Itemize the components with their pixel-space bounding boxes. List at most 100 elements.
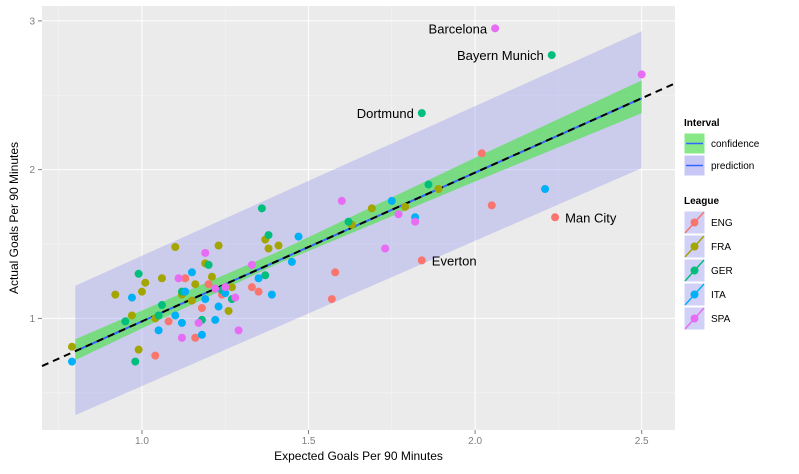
point-ita bbox=[387, 196, 396, 205]
legend-label-interval: confidence bbox=[711, 139, 760, 150]
point-fra bbox=[134, 345, 143, 354]
point-ger bbox=[344, 217, 353, 226]
point-spa bbox=[394, 210, 403, 219]
annotation-label: Barcelona bbox=[429, 21, 488, 36]
point-ita bbox=[267, 290, 276, 299]
annotations: Barcelona Bayern Munich Dortmund Man City Ev… bbox=[357, 21, 617, 268]
point-spa bbox=[194, 318, 203, 327]
point-fra bbox=[187, 296, 196, 305]
point-eng bbox=[247, 283, 256, 292]
point-eng bbox=[487, 201, 496, 210]
point-spa bbox=[231, 293, 240, 302]
legend-label-interval: prediction bbox=[711, 161, 754, 172]
legend: Interval confidence prediction League ENG FRA… bbox=[683, 118, 760, 331]
point-spa bbox=[637, 70, 646, 79]
point-ita bbox=[211, 315, 220, 324]
y-axis-title: Actual Goals Per 90 Minutes bbox=[7, 142, 21, 294]
legend-key-point bbox=[690, 314, 699, 323]
legend-label-league: SPA bbox=[711, 314, 731, 325]
point-ger bbox=[204, 260, 213, 269]
point-ger bbox=[547, 51, 556, 60]
point-fra bbox=[67, 342, 76, 351]
point-spa bbox=[337, 196, 346, 205]
data-points bbox=[67, 24, 646, 366]
reference-line bbox=[41, 82, 676, 367]
point-ita bbox=[187, 268, 196, 277]
legend-key-point bbox=[690, 266, 699, 275]
point-ita bbox=[127, 293, 136, 302]
point-fra bbox=[157, 274, 166, 283]
legend-label-league: GER bbox=[711, 266, 733, 277]
legend-title-interval: Interval bbox=[684, 118, 720, 129]
fit-lines bbox=[41, 82, 676, 367]
legend-key-point bbox=[690, 242, 699, 251]
point-spa bbox=[247, 260, 256, 269]
point-spa bbox=[221, 283, 230, 292]
point-fra bbox=[111, 290, 120, 299]
legend-title-league: League bbox=[684, 196, 719, 207]
point-eng bbox=[477, 149, 486, 158]
point-ita bbox=[197, 330, 206, 339]
x-tick-label: 2.5 bbox=[635, 436, 649, 447]
x-tick-label: 1.0 bbox=[135, 436, 149, 447]
point-eng bbox=[331, 268, 340, 277]
annotation-label: Everton bbox=[432, 253, 477, 268]
point-ger bbox=[121, 317, 130, 326]
legend-key-point bbox=[690, 290, 699, 299]
minor-grid bbox=[42, 6, 675, 430]
x-tick-label: 2.0 bbox=[468, 436, 482, 447]
point-ger bbox=[424, 180, 433, 189]
point-eng bbox=[551, 213, 560, 222]
point-eng bbox=[197, 304, 206, 313]
point-ger bbox=[257, 204, 266, 213]
point-eng bbox=[204, 280, 213, 289]
point-ger bbox=[131, 357, 140, 366]
legend-key-point bbox=[690, 218, 699, 227]
point-ita bbox=[254, 274, 263, 283]
point-ger bbox=[417, 109, 426, 118]
point-eng bbox=[417, 256, 426, 265]
point-ita bbox=[154, 326, 163, 335]
point-eng bbox=[164, 317, 173, 326]
point-ita bbox=[221, 289, 230, 298]
point-fra bbox=[227, 283, 236, 292]
point-fra bbox=[214, 241, 223, 250]
point-spa bbox=[177, 333, 186, 342]
y-tick-label: 2 bbox=[29, 165, 35, 176]
point-eng bbox=[327, 295, 336, 304]
x-tick-label: 1.5 bbox=[302, 436, 316, 447]
point-ita bbox=[181, 287, 190, 296]
point-fra bbox=[264, 244, 273, 253]
point-eng bbox=[181, 274, 190, 283]
point-fra bbox=[224, 306, 233, 315]
point-spa bbox=[491, 24, 500, 33]
point-spa bbox=[201, 248, 210, 257]
annotation-label: Man City bbox=[565, 210, 617, 225]
point-ita bbox=[177, 318, 186, 327]
annotation-label: Dortmund bbox=[357, 106, 414, 121]
point-spa bbox=[211, 284, 220, 293]
point-ita bbox=[67, 357, 76, 366]
y-tick-label: 3 bbox=[29, 16, 35, 27]
point-spa bbox=[411, 217, 420, 226]
point-spa bbox=[381, 244, 390, 253]
point-ger bbox=[134, 269, 143, 278]
point-fra bbox=[141, 278, 150, 287]
point-eng bbox=[254, 287, 263, 296]
point-spa bbox=[174, 274, 183, 283]
point-fra bbox=[401, 202, 410, 211]
annotation-label: Bayern Munich bbox=[457, 48, 544, 63]
point-fra bbox=[434, 184, 443, 193]
point-ita bbox=[171, 311, 180, 320]
point-fra bbox=[367, 204, 376, 213]
point-fra bbox=[191, 280, 200, 289]
point-fra bbox=[274, 241, 283, 250]
point-ger bbox=[261, 271, 270, 280]
point-ger bbox=[154, 311, 163, 320]
point-fra bbox=[207, 272, 216, 281]
point-eng bbox=[151, 351, 160, 360]
point-eng bbox=[191, 333, 200, 342]
point-spa bbox=[234, 326, 243, 335]
point-ger bbox=[264, 231, 273, 240]
